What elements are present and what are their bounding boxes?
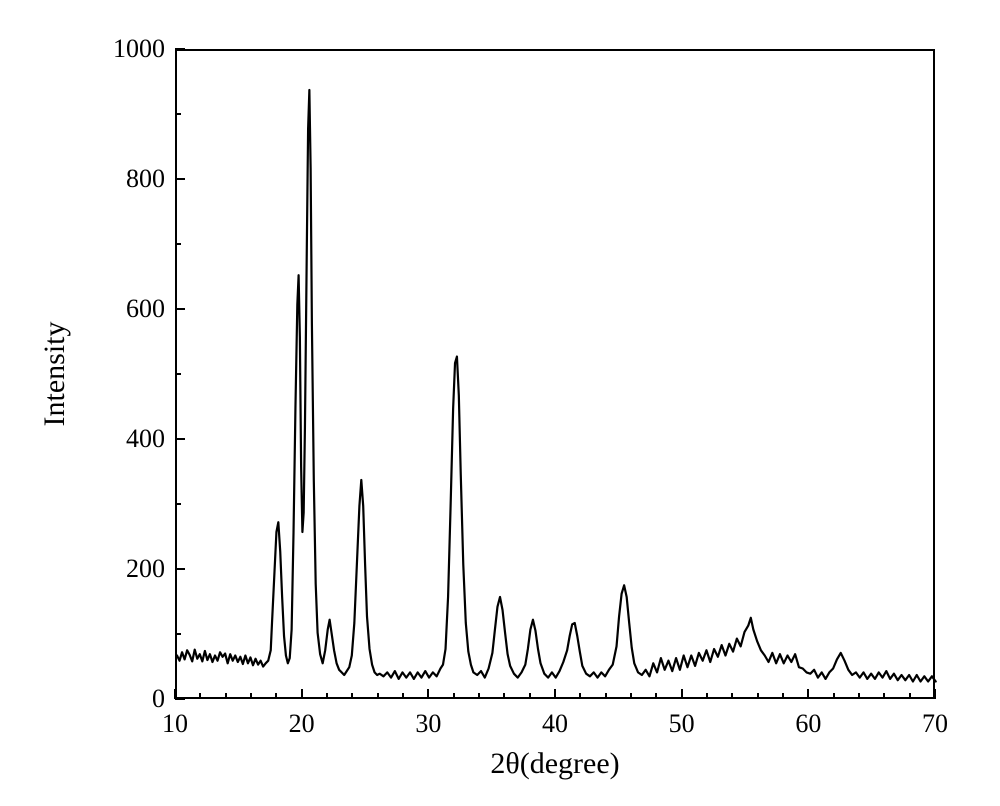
xrd-chart: 1020304050607002004006008001000 2θ(degre… xyxy=(0,0,1000,806)
xrd-line-series xyxy=(177,51,937,701)
y-axis-label: Intensity xyxy=(38,322,72,427)
x-axis-label: 2θ(degree) xyxy=(490,747,619,781)
plot-area xyxy=(175,49,935,699)
